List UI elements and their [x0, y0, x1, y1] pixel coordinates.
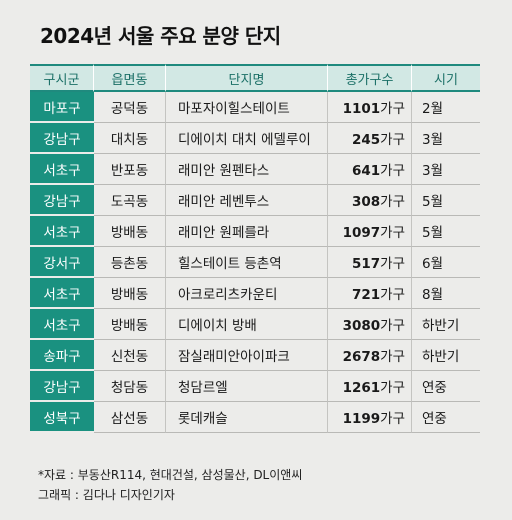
units-suffix: 가구 [380, 132, 405, 148]
units-cell: 3080가구 [328, 309, 412, 340]
complex-name-cell: 잠실래미안아이파크 [166, 340, 328, 371]
table-row: 서초구 반포동 래미안 원펜타스 641가구 3월 [30, 154, 480, 185]
district-cell: 성북구 [30, 402, 94, 433]
housing-table-container: 구시군 읍면동 단지명 총가구수 시기 마포구 공덕동 마포자이힐스테이트 1101가… [30, 64, 480, 433]
town-cell: 반포동 [94, 154, 166, 185]
complex-name-cell: 청담르엘 [166, 371, 328, 402]
timing-cell: 5월 [412, 185, 480, 216]
units-suffix: 가구 [380, 287, 405, 303]
units-cell: 245가구 [328, 123, 412, 154]
timing-cell: 2월 [412, 92, 480, 123]
town-cell: 삼선동 [94, 402, 166, 433]
table-row: 마포구 공덕동 마포자이힐스테이트 1101가구 2월 [30, 92, 480, 123]
district-cell: 강남구 [30, 185, 94, 216]
units-suffix: 가구 [380, 349, 405, 365]
units-suffix: 가구 [380, 101, 405, 117]
town-cell: 방배동 [94, 216, 166, 247]
units-suffix: 가구 [380, 194, 405, 210]
timing-cell: 5월 [412, 216, 480, 247]
timing-cell: 8월 [412, 278, 480, 309]
units-cell: 1199가구 [328, 402, 412, 433]
district-cell: 강서구 [30, 247, 94, 278]
town-cell: 대치동 [94, 123, 166, 154]
header-units: 총가구수 [328, 64, 412, 92]
units-suffix: 가구 [380, 163, 405, 179]
units-number: 1097 [342, 225, 381, 241]
page-title: 2024년 서울 주요 분양 단지 [40, 24, 281, 48]
complex-name-cell: 롯데캐슬 [166, 402, 328, 433]
units-number: 2678 [342, 349, 381, 365]
town-cell: 방배동 [94, 309, 166, 340]
timing-cell: 3월 [412, 123, 480, 154]
units-number: 308 [351, 194, 381, 210]
district-cell: 강남구 [30, 371, 94, 402]
units-number: 517 [351, 256, 381, 272]
table-row: 서초구 방배동 아크로리츠카운티 721가구 8월 [30, 278, 480, 309]
units-suffix: 가구 [380, 411, 405, 427]
table-header-row: 구시군 읍면동 단지명 총가구수 시기 [30, 64, 480, 92]
complex-name-cell: 디에이치 대치 에델루이 [166, 123, 328, 154]
district-cell: 서초구 [30, 216, 94, 247]
table-row: 성북구 삼선동 롯데캐슬 1199가구 연중 [30, 402, 480, 433]
units-suffix: 가구 [380, 225, 405, 241]
header-complex: 단지명 [166, 64, 328, 92]
complex-name-cell: 디에이치 방배 [166, 309, 328, 340]
graphic-credit: 그래픽 : 김다나 디자인기자 [38, 488, 175, 502]
complex-name-cell: 래미안 레벤투스 [166, 185, 328, 216]
timing-cell: 3월 [412, 154, 480, 185]
units-cell: 2678가구 [328, 340, 412, 371]
source-note: *자료 : 부동산R114, 현대건설, 삼성물산, DL이앤씨 [38, 468, 303, 482]
complex-name-cell: 래미안 원펜타스 [166, 154, 328, 185]
timing-cell: 6월 [412, 247, 480, 278]
units-number: 1261 [342, 380, 381, 396]
district-cell: 마포구 [30, 92, 94, 123]
units-number: 1199 [342, 411, 381, 427]
town-cell: 청담동 [94, 371, 166, 402]
units-suffix: 가구 [380, 256, 405, 272]
housing-table: 구시군 읍면동 단지명 총가구수 시기 마포구 공덕동 마포자이힐스테이트 1101가… [30, 64, 480, 433]
table-row: 강남구 청담동 청담르엘 1261가구 연중 [30, 371, 480, 402]
timing-cell: 연중 [412, 371, 480, 402]
table-row: 강남구 대치동 디에이치 대치 에델루이 245가구 3월 [30, 123, 480, 154]
units-cell: 721가구 [328, 278, 412, 309]
table-row: 서초구 방배동 래미안 원페를라 1097가구 5월 [30, 216, 480, 247]
timing-cell: 연중 [412, 402, 480, 433]
complex-name-cell: 래미안 원페를라 [166, 216, 328, 247]
units-cell: 308가구 [328, 185, 412, 216]
complex-name-cell: 아크로리츠카운티 [166, 278, 328, 309]
table-row: 강남구 도곡동 래미안 레벤투스 308가구 5월 [30, 185, 480, 216]
timing-cell: 하반기 [412, 340, 480, 371]
header-timing: 시기 [412, 64, 480, 92]
complex-name-cell: 마포자이힐스테이트 [166, 92, 328, 123]
district-cell: 강남구 [30, 123, 94, 154]
table-row: 송파구 신천동 잠실래미안아이파크 2678가구 하반기 [30, 340, 480, 371]
units-suffix: 가구 [380, 380, 405, 396]
table-row: 서초구 방배동 디에이치 방배 3080가구 하반기 [30, 309, 480, 340]
units-suffix: 가구 [380, 318, 405, 334]
header-town: 읍면동 [94, 64, 166, 92]
district-cell: 서초구 [30, 278, 94, 309]
district-cell: 서초구 [30, 309, 94, 340]
units-number: 1101 [342, 101, 381, 117]
district-cell: 송파구 [30, 340, 94, 371]
units-cell: 641가구 [328, 154, 412, 185]
units-number: 245 [351, 132, 381, 148]
units-number: 641 [351, 163, 381, 179]
units-number: 721 [351, 287, 381, 303]
town-cell: 도곡동 [94, 185, 166, 216]
district-cell: 서초구 [30, 154, 94, 185]
units-cell: 1097가구 [328, 216, 412, 247]
units-cell: 1261가구 [328, 371, 412, 402]
units-number: 3080 [342, 318, 381, 334]
town-cell: 신천동 [94, 340, 166, 371]
town-cell: 공덕동 [94, 92, 166, 123]
timing-cell: 하반기 [412, 309, 480, 340]
units-cell: 517가구 [328, 247, 412, 278]
table-row: 강서구 등촌동 힐스테이트 등촌역 517가구 6월 [30, 247, 480, 278]
units-cell: 1101가구 [328, 92, 412, 123]
town-cell: 등촌동 [94, 247, 166, 278]
complex-name-cell: 힐스테이트 등촌역 [166, 247, 328, 278]
town-cell: 방배동 [94, 278, 166, 309]
header-district: 구시군 [30, 64, 94, 92]
